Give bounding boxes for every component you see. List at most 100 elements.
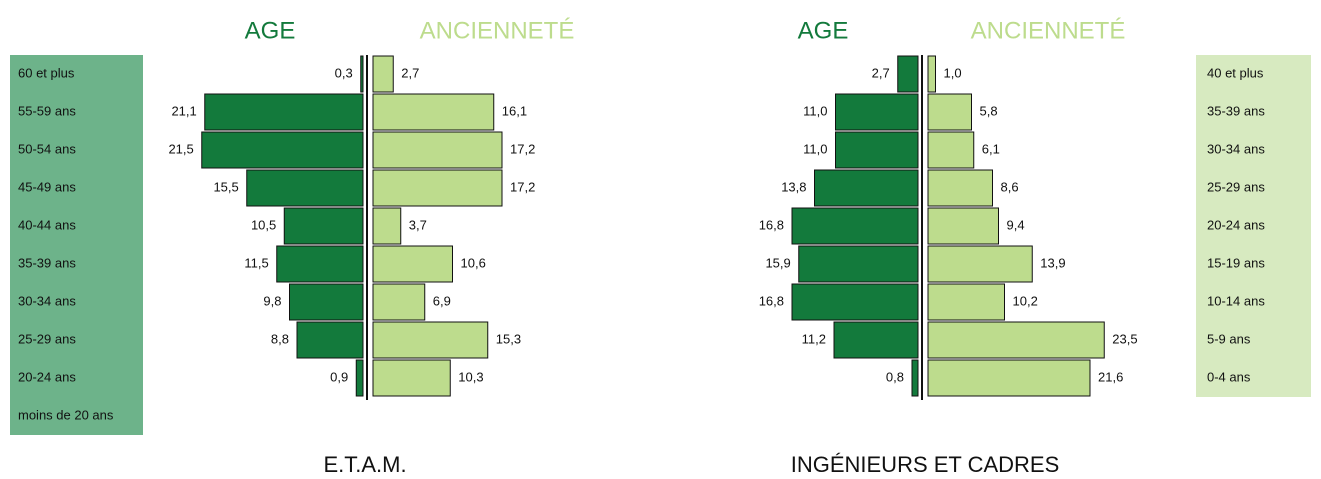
value-label: 0,3 (335, 65, 353, 80)
value-label: 8,6 (1001, 179, 1019, 194)
age-bar (833, 321, 919, 359)
seniority-bar (372, 321, 489, 359)
legend-label: ANCIENNETÉ (420, 17, 575, 44)
age-bar (835, 93, 919, 131)
category-label: 20-24 ans (1207, 217, 1265, 232)
age-bar (201, 131, 364, 169)
seniority-bar (372, 169, 503, 207)
category-label: 30-34 ans (1207, 141, 1265, 156)
age-bar (296, 321, 364, 359)
seniority-bar (927, 131, 975, 169)
value-label: 3,7 (409, 217, 427, 232)
seniority-bar (372, 359, 451, 397)
age-bar (204, 93, 364, 131)
category-label: 30-34 ans (18, 293, 76, 308)
value-label: 10,5 (251, 217, 276, 232)
value-label: 6,1 (982, 141, 1000, 156)
category-label: 25-29 ans (1207, 179, 1265, 194)
value-label: 21,1 (171, 103, 196, 118)
value-label: 17,2 (510, 141, 535, 156)
legend-label: AGE (245, 17, 296, 44)
age-bar (289, 283, 364, 321)
value-label: 11,2 (802, 331, 826, 346)
value-label: 11,0 (803, 103, 827, 118)
legend-label: AGE (798, 17, 849, 44)
value-label: 10,6 (461, 255, 486, 270)
value-label: 16,8 (759, 217, 784, 232)
age-bar (835, 131, 919, 169)
category-label: 35-39 ans (18, 255, 76, 270)
seniority-bar (927, 245, 1033, 283)
value-label: 10,3 (458, 369, 483, 384)
seniority-bar (372, 283, 426, 321)
value-label: 23,5 (1112, 331, 1137, 346)
value-label: 13,9 (1040, 255, 1065, 270)
value-label: 16,1 (502, 103, 527, 118)
value-label: 11,0 (803, 141, 827, 156)
category-label: 40 et plus (1207, 65, 1264, 80)
category-label: 40-44 ans (18, 217, 76, 232)
category-label: 20-24 ans (18, 369, 76, 384)
chart-title: E.T.A.M. (323, 452, 406, 477)
seniority-bar (372, 207, 402, 245)
age-bar (246, 169, 364, 207)
value-label: 21,6 (1098, 369, 1123, 384)
category-label: 25-29 ans (18, 331, 76, 346)
seniority-bar (372, 131, 503, 169)
seniority-bar (927, 55, 936, 93)
value-label: 9,4 (1007, 217, 1025, 232)
seniority-bar (927, 93, 972, 131)
category-label: 5-9 ans (1207, 331, 1251, 346)
category-label: 15-19 ans (1207, 255, 1265, 270)
value-label: 5,8 (980, 103, 998, 118)
value-label: 16,8 (759, 293, 784, 308)
category-label: 10-14 ans (1207, 293, 1265, 308)
seniority-bar (927, 283, 1005, 321)
seniority-bar (927, 321, 1105, 359)
seniority-bar (372, 245, 453, 283)
age-bar (798, 245, 919, 283)
age-bar (283, 207, 364, 245)
value-label: 1,0 (944, 65, 962, 80)
value-label: 15,9 (765, 255, 790, 270)
age-bar (355, 359, 364, 397)
value-label: 0,9 (330, 369, 348, 384)
age-bar (911, 359, 919, 397)
age-bar (791, 283, 919, 321)
category-label: 55-59 ans (18, 103, 76, 118)
seniority-bar (927, 359, 1091, 397)
seniority-bar (927, 169, 993, 207)
seniority-bar (927, 207, 999, 245)
legend-label: ANCIENNETÉ (971, 17, 1126, 44)
age-bar (360, 55, 364, 93)
category-panel (1196, 55, 1311, 397)
age-bar (791, 207, 919, 245)
age-bar (276, 245, 364, 283)
value-label: 0,8 (886, 369, 904, 384)
category-label: moins de 20 ans (18, 407, 114, 422)
value-label: 15,5 (213, 179, 238, 194)
value-label: 11,5 (244, 255, 268, 270)
value-label: 10,2 (1013, 293, 1038, 308)
category-label: 50-54 ans (18, 141, 76, 156)
age-bar (897, 55, 919, 93)
value-label: 2,7 (401, 65, 419, 80)
value-label: 8,8 (271, 331, 289, 346)
category-label: 45-49 ans (18, 179, 76, 194)
seniority-bar (372, 93, 495, 131)
value-label: 13,8 (781, 179, 806, 194)
value-label: 21,5 (168, 141, 193, 156)
chart-title: INGÉNIEURS ET CADRES (791, 452, 1060, 477)
age-bar (814, 169, 919, 207)
category-label: 0-4 ans (1207, 369, 1251, 384)
value-label: 17,2 (510, 179, 535, 194)
category-panel (10, 55, 143, 435)
value-label: 2,7 (872, 65, 890, 80)
value-label: 9,8 (263, 293, 281, 308)
category-label: 35-39 ans (1207, 103, 1265, 118)
value-label: 6,9 (433, 293, 451, 308)
seniority-bar (372, 55, 394, 93)
category-label: 60 et plus (18, 65, 75, 80)
